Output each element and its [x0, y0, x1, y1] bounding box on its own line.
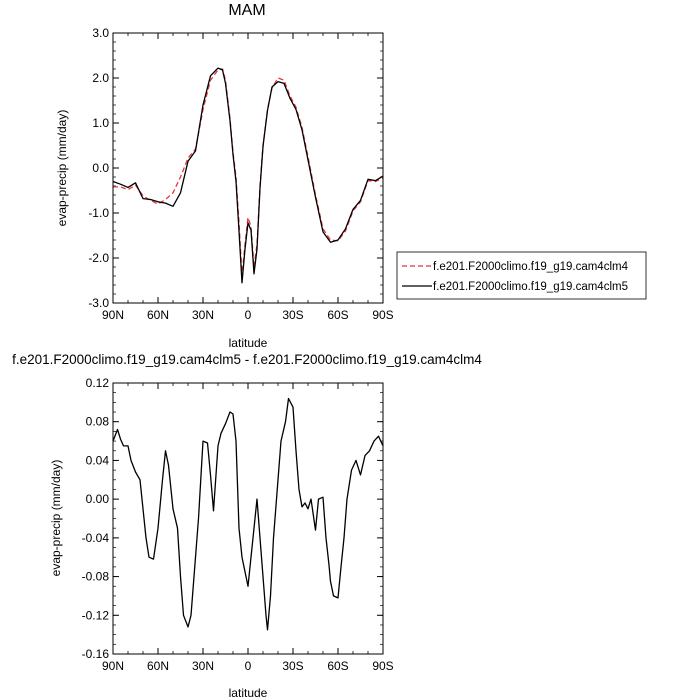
- top-panel: MAM 90N 60N 30N 0 30S 60S 90S -3.0 -2.0 -1.0 0.0 1.…: [55, 2, 394, 350]
- legend-entry-cam4clm4: f.e201.F2000climo.f19_g19.cam4clm4: [433, 261, 629, 273]
- series-line-1-0: [112, 397, 384, 631]
- x-tick-label: 60S: [327, 659, 348, 673]
- x-tick-label: 30N: [192, 659, 214, 673]
- bottom-x-axis-label: latitude: [229, 686, 268, 700]
- bottom-y-axis-label: evap-precip (mm/day): [49, 460, 63, 577]
- top-chart-marks: 90N 60N 30N 0 30S 60S 90S -3.0 -2.0 -1.0 0.0 1.0 2.0…: [88, 26, 393, 322]
- x-tick-label: 90S: [372, 659, 393, 673]
- top-plot-frame: [112, 32, 384, 304]
- y-tick-label: -2.0: [88, 251, 109, 265]
- y-tick-label: -3.0: [88, 296, 109, 310]
- top-x-axis-label: latitude: [229, 336, 268, 350]
- x-tick-label: 0: [245, 308, 252, 322]
- bottom-panel: f.e201.F2000climo.f19_g19.cam4clm5 - f.e…: [12, 352, 482, 700]
- y-tick-label: 3.0: [92, 26, 109, 40]
- bottom-chart-title: f.e201.F2000climo.f19_g19.cam4clm5 - f.e…: [12, 352, 482, 367]
- x-tick-label: 0: [245, 659, 252, 673]
- series-line-0-0: [113, 68, 384, 277]
- legend: f.e201.F2000climo.f19_g19.cam4clm4 f.e20…: [396, 251, 647, 300]
- x-tick-label: 30N: [192, 308, 214, 322]
- y-tick-label: -0.16: [82, 647, 110, 661]
- y-tick-label: 0.00: [86, 492, 110, 506]
- y-tick-label: 0.12: [86, 376, 110, 390]
- y-tick-label: -1.0: [88, 206, 109, 220]
- y-tick-label: -0.12: [82, 608, 110, 622]
- y-tick-label: 0.08: [86, 415, 110, 429]
- top-chart-title: MAM: [228, 2, 265, 19]
- y-tick-label: 0.04: [86, 453, 110, 467]
- y-tick-label: -0.08: [82, 570, 110, 584]
- x-tick-label: 90N: [102, 659, 124, 673]
- x-tick-label: 90N: [102, 308, 124, 322]
- x-tick-label: 60N: [147, 659, 169, 673]
- x-tick-label: 90S: [372, 308, 393, 322]
- y-tick-label: -0.04: [82, 531, 110, 545]
- legend-box: [396, 251, 647, 300]
- bottom-chart-marks: 90N 60N 30N 0 30S 60S 90S -0.16 -0.12 -0.08 -0.04 0…: [82, 376, 394, 673]
- x-tick-label: 30S: [282, 308, 303, 322]
- x-tick-label: 60N: [147, 308, 169, 322]
- y-tick-label: 2.0: [92, 71, 109, 85]
- x-tick-label: 30S: [282, 659, 303, 673]
- x-tick-label: 60S: [327, 308, 348, 322]
- y-tick-label: 1.0: [92, 116, 109, 130]
- legend-entry-cam4clm5: f.e201.F2000climo.f19_g19.cam4clm5: [433, 281, 628, 293]
- series-line-0-1: [112, 67, 384, 284]
- y-tick-label: 0.0: [92, 161, 109, 175]
- top-y-axis-label: evap-precip (mm/day): [55, 110, 69, 227]
- bottom-plot-frame: [112, 382, 384, 655]
